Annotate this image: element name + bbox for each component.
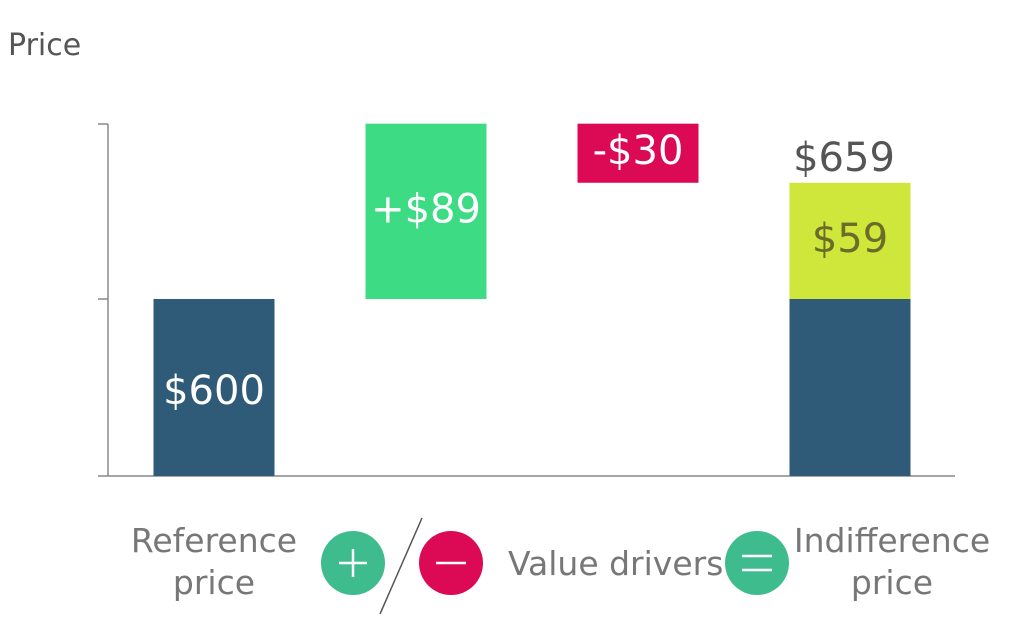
equals-icon [725, 531, 789, 595]
bar-indifference-base [789, 299, 911, 476]
bar-label-reference: $600 [163, 368, 265, 414]
bar-label-indifference-value: $59 [812, 216, 888, 262]
indifference-label-line1: Indifference [794, 521, 990, 560]
plus-icon [321, 531, 385, 595]
bar-plus-driver [365, 123, 487, 299]
bar-indifference-value [789, 182, 911, 299]
bar-label-plus-driver: +$89 [371, 186, 481, 232]
value-drivers-label: Value drivers [508, 544, 723, 583]
reference-label-line2: price [173, 563, 255, 602]
total-value-label: $659 [793, 135, 895, 181]
bar-label-minus-driver: -$30 [593, 128, 684, 174]
y-axis-title: Price [8, 28, 81, 63]
bars-group: $600 +$89 -$30 $59 [153, 123, 911, 476]
indifference-label-line2: price [851, 563, 933, 602]
bar-minus-driver [577, 123, 699, 183]
slash-divider [379, 517, 423, 615]
minus-icon [419, 531, 483, 595]
reference-label-line1: Reference [131, 521, 297, 560]
bar-reference [153, 299, 275, 476]
